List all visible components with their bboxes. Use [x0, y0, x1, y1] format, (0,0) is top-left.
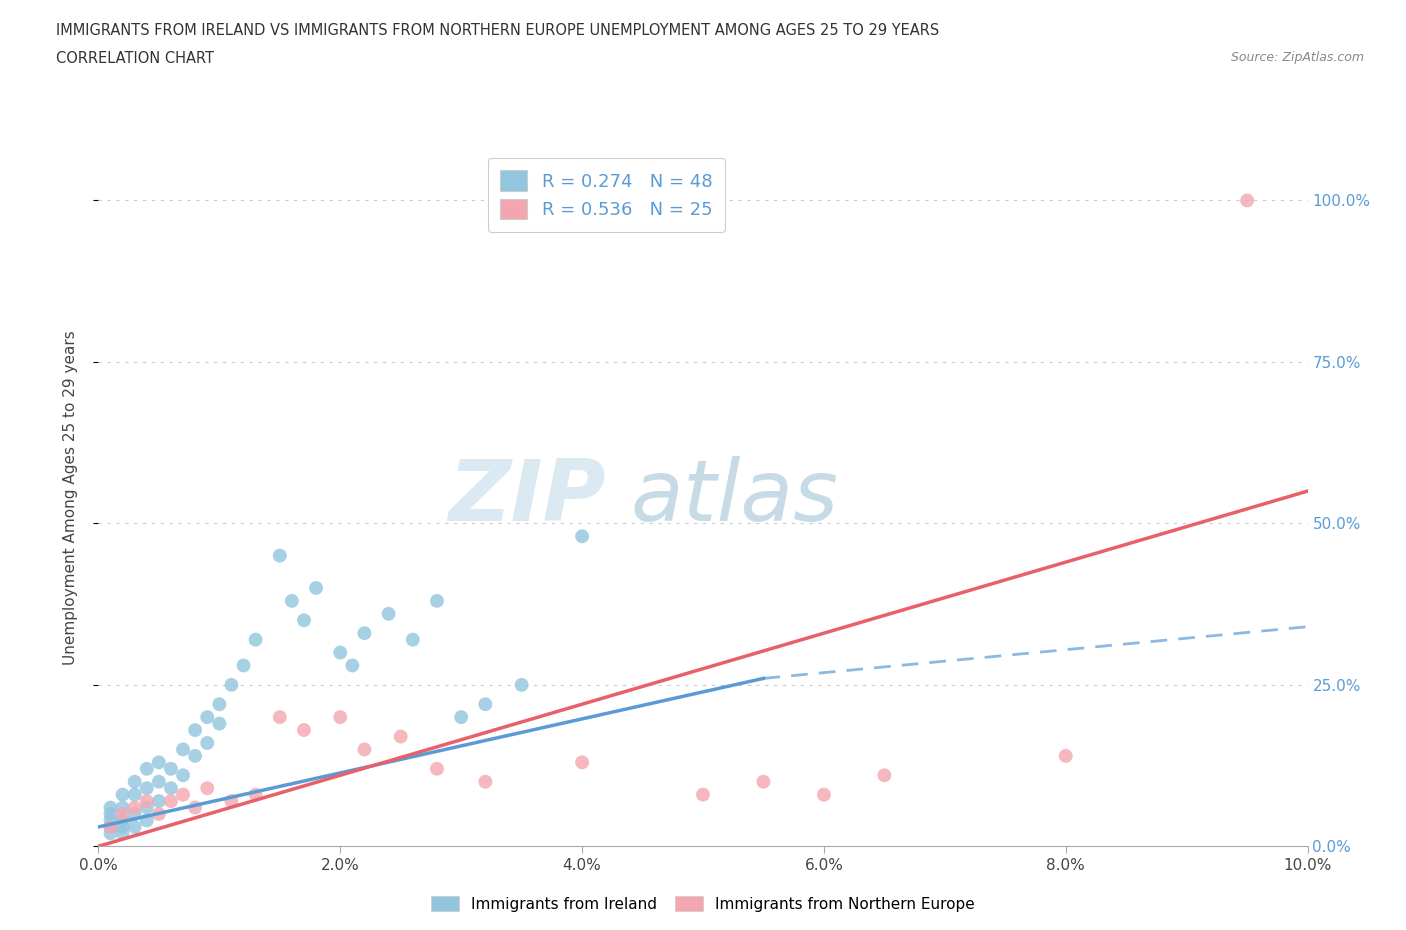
Point [148, 806, 170, 821]
Point [873, 768, 896, 783]
Point [305, 580, 328, 595]
Point [124, 787, 146, 802]
Point [232, 658, 254, 673]
Point [111, 819, 134, 834]
Point [111, 813, 134, 828]
Text: IMMIGRANTS FROM IRELAND VS IMMIGRANTS FROM NORTHERN EUROPE UNEMPLOYMENT AMONG AG: IMMIGRANTS FROM IRELAND VS IMMIGRANTS FR… [56, 23, 939, 38]
Point [148, 755, 170, 770]
Point [172, 787, 194, 802]
Point [184, 723, 207, 737]
Point [571, 755, 593, 770]
Point [100, 826, 122, 841]
Point [208, 716, 231, 731]
Point [124, 819, 146, 834]
Y-axis label: Unemployment Among Ages 25 to 29 years: Unemployment Among Ages 25 to 29 years [63, 330, 77, 665]
Point [474, 697, 496, 711]
Point [111, 826, 134, 841]
Point [195, 710, 218, 724]
Point [100, 819, 122, 834]
Point [135, 793, 157, 808]
Point [571, 529, 593, 544]
Point [1054, 749, 1077, 764]
Point [329, 710, 352, 724]
Point [148, 793, 170, 808]
Point [172, 742, 194, 757]
Point [135, 800, 157, 815]
Point [100, 800, 122, 815]
Point [160, 793, 183, 808]
Point [100, 806, 122, 821]
Point [100, 819, 122, 834]
Point [172, 768, 194, 783]
Legend: R = 0.274   N = 48, R = 0.536   N = 25: R = 0.274 N = 48, R = 0.536 N = 25 [488, 158, 725, 232]
Point [135, 813, 157, 828]
Point [100, 813, 122, 828]
Point [402, 632, 425, 647]
Point [292, 613, 315, 628]
Point [124, 775, 146, 790]
Point [269, 549, 291, 564]
Point [692, 787, 714, 802]
Point [135, 781, 157, 796]
Point [813, 787, 835, 802]
Text: Source: ZipAtlas.com: Source: ZipAtlas.com [1230, 51, 1364, 64]
Point [160, 762, 183, 777]
Point [426, 593, 449, 608]
Point [245, 787, 267, 802]
Point [160, 781, 183, 796]
Text: ZIP: ZIP [449, 456, 606, 539]
Point [195, 781, 218, 796]
Point [124, 800, 146, 815]
Text: atlas: atlas [630, 456, 838, 539]
Point [124, 806, 146, 821]
Point [752, 775, 775, 790]
Point [342, 658, 364, 673]
Point [353, 626, 375, 641]
Point [377, 606, 399, 621]
Point [389, 729, 412, 744]
Point [184, 749, 207, 764]
Point [450, 710, 472, 724]
Point [281, 593, 304, 608]
Point [111, 800, 134, 815]
Point [221, 677, 243, 692]
Point [148, 775, 170, 790]
Point [1236, 193, 1258, 208]
Point [184, 800, 207, 815]
Point [111, 787, 134, 802]
Point [135, 762, 157, 777]
Point [208, 697, 231, 711]
Point [269, 710, 291, 724]
Legend: Immigrants from Ireland, Immigrants from Northern Europe: Immigrants from Ireland, Immigrants from… [425, 890, 981, 918]
Point [221, 793, 243, 808]
Point [195, 736, 218, 751]
Point [329, 645, 352, 660]
Point [245, 632, 267, 647]
Point [292, 723, 315, 737]
Point [111, 806, 134, 821]
Point [353, 742, 375, 757]
Point [510, 677, 533, 692]
Point [474, 775, 496, 790]
Point [426, 762, 449, 777]
Text: CORRELATION CHART: CORRELATION CHART [56, 51, 214, 66]
